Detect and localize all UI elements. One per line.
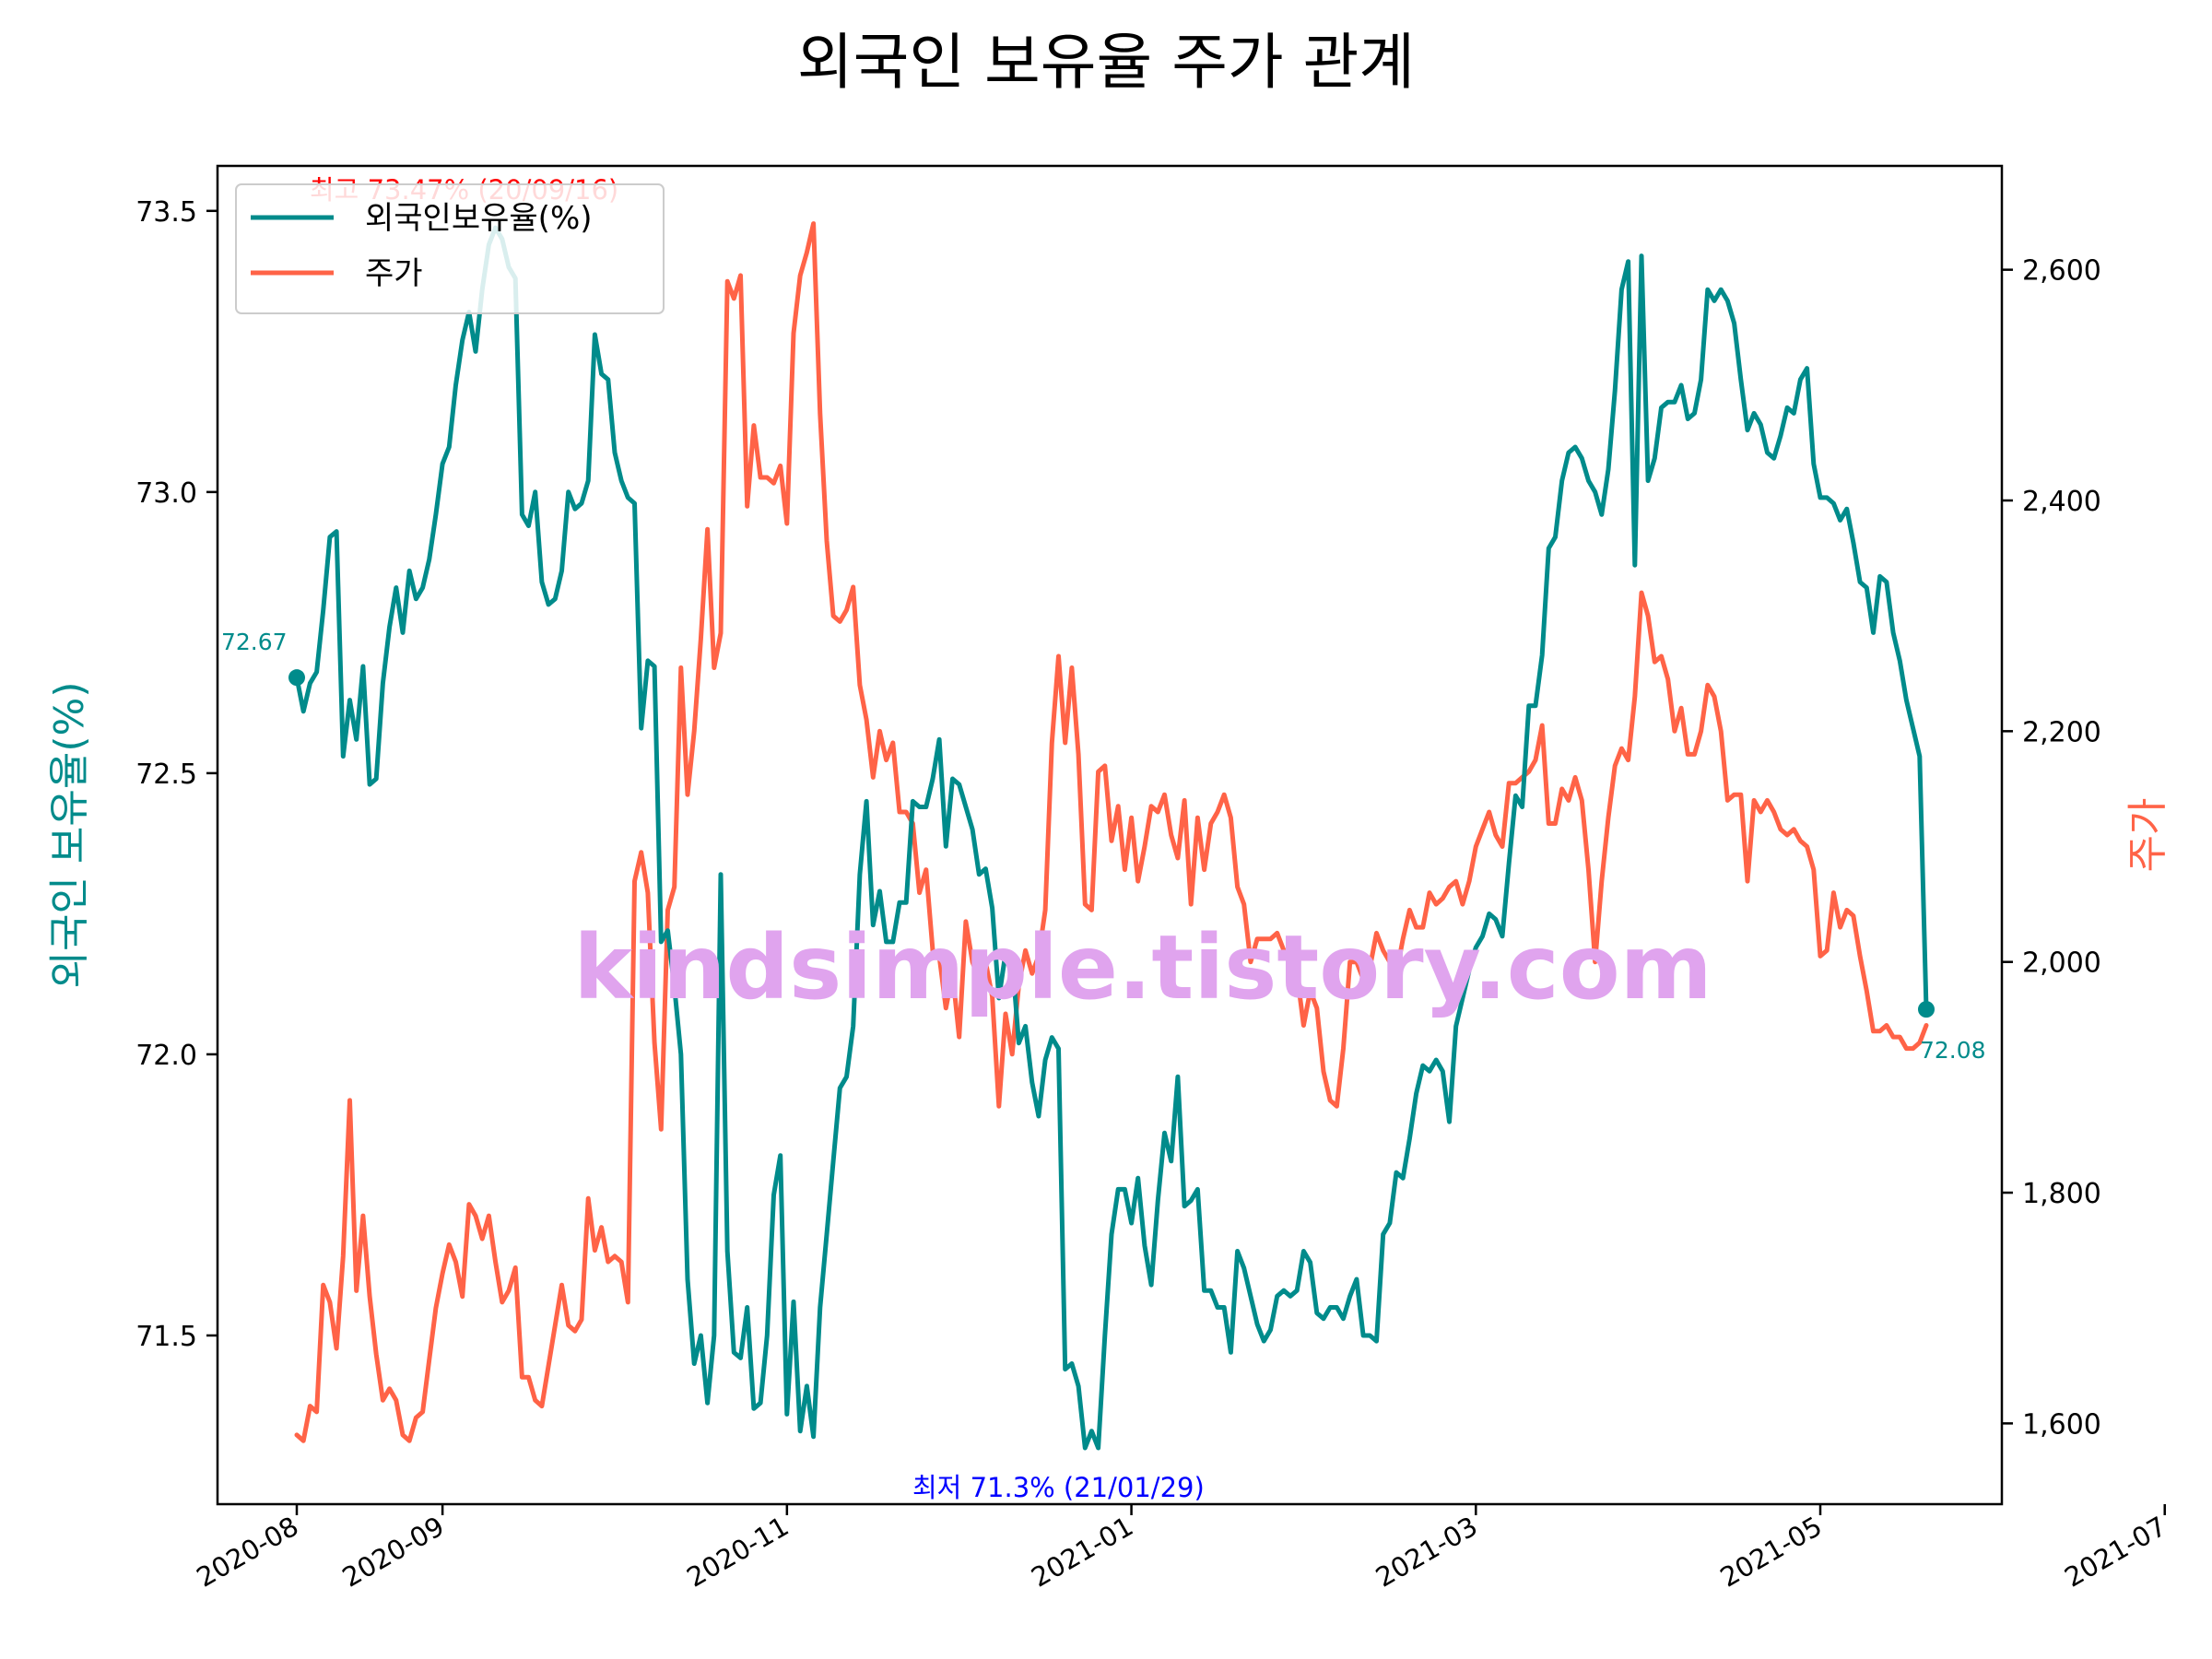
legend-label-price: 주가 <box>365 255 423 292</box>
y-right-axis-label: 주가 <box>2124 798 2171 873</box>
y-left-tick-label: 73.5 <box>135 196 197 229</box>
y-left-tick-label: 71.5 <box>135 1321 197 1353</box>
start-value-annotation: 72.67 <box>221 629 288 655</box>
series-line-price <box>294 221 1929 1443</box>
y-right-tick-label: 2,200 <box>2022 716 2101 748</box>
chart-title: 외국인 보유율 주가 관계 <box>797 27 1415 98</box>
watermark: kindsimple.tistory.com <box>573 916 1712 1019</box>
legend-label-holding: 외국인보유율(%) <box>365 200 593 237</box>
y-left-axis-label: 외국인 보유율(%) <box>46 681 93 988</box>
end-value-annotation: 72.08 <box>1920 1037 1986 1064</box>
y-right-tick-label: 1,800 <box>2022 1178 2101 1210</box>
end-marker <box>1918 1001 1935 1018</box>
legend: 외국인보유율(%) 주가 <box>235 183 665 314</box>
legend-box <box>235 183 665 314</box>
y-left-axis: 71.5 72.0 72.5 73.0 73.5 <box>135 196 218 1353</box>
start-marker <box>288 669 305 687</box>
y-right-tick-label: 2,600 <box>2022 255 2101 288</box>
y-left-tick-label: 72.0 <box>135 1040 197 1072</box>
y-left-tick-label: 73.0 <box>135 477 197 510</box>
series-line-holding <box>294 225 1929 1451</box>
min-annotation: 최저 71.3% (21/01/29) <box>912 1472 1205 1503</box>
y-right-tick-label: 2,000 <box>2022 947 2101 980</box>
y-left-tick-label: 72.5 <box>135 759 197 791</box>
series-layer <box>288 221 1935 1451</box>
y-right-axis: 1,600 1,800 2,000 2,200 2,400 2,600 <box>2002 255 2101 1441</box>
y-right-tick-label: 2,400 <box>2022 486 2101 518</box>
y-right-tick-label: 1,600 <box>2022 1408 2101 1441</box>
